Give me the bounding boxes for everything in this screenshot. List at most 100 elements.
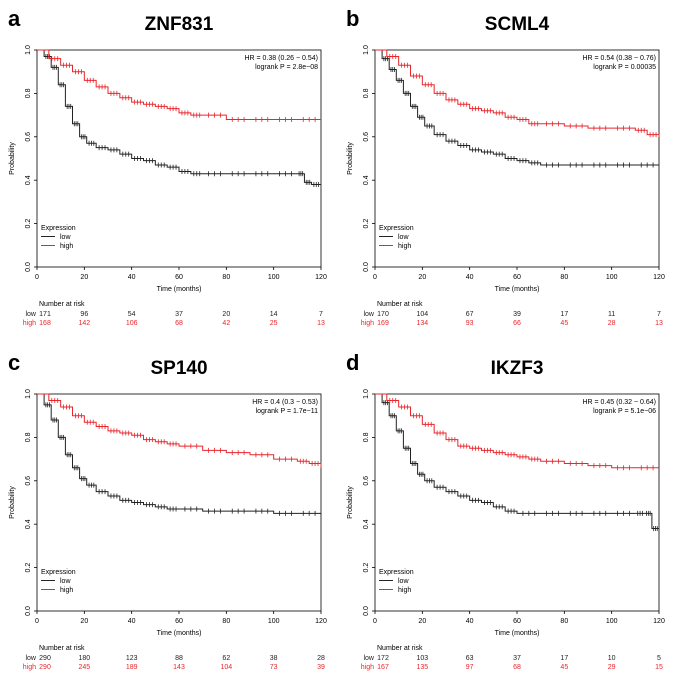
x-tick-label: 60 <box>175 274 183 281</box>
legend-title: Expression <box>41 225 76 232</box>
risk-table-header: Number at risk <box>377 645 423 652</box>
risk-row-label-low: low <box>363 655 374 662</box>
risk-count-high: 106 <box>126 320 138 327</box>
risk-count-high: 143 <box>173 664 185 671</box>
risk-count-high: 290 <box>39 664 51 671</box>
km-chart-b: b SCML4 0.0 0.2 0.4 0.6 0.8 1.0 0 20 40 60 80 100 120 T… <box>346 6 665 327</box>
km-curve-high <box>37 393 322 468</box>
km-chart-c: c SP140 0.0 0.2 0.4 0.6 0.8 1.0 0 20 40 60 80 100 120 T… <box>8 350 327 671</box>
y-tick-label: 0.0 <box>25 262 32 272</box>
gene-title: SP140 <box>150 358 207 379</box>
x-tick-label: 80 <box>222 274 230 281</box>
risk-table-header: Number at risk <box>377 301 423 308</box>
x-tick-label: 0 <box>35 274 39 281</box>
risk-count-low: 290 <box>39 655 51 662</box>
y-tick-label: 0.4 <box>363 175 370 185</box>
risk-count-high: 142 <box>78 320 90 327</box>
legend-label-high: high <box>398 587 411 594</box>
y-tick-label: 0.6 <box>363 476 370 486</box>
risk-count-low: 17 <box>560 311 568 318</box>
plot-frame <box>374 393 660 612</box>
x-tick-label: 40 <box>128 274 136 281</box>
km-curve-low <box>37 393 322 516</box>
x-tick-label: 120 <box>315 274 327 281</box>
hazard-ratio-text: HR = 0.4 (0.3 − 0.53) <box>252 399 318 406</box>
y-tick-label: 1.0 <box>363 389 370 399</box>
x-tick-label: 60 <box>513 274 521 281</box>
y-axis-label: Probability <box>9 486 16 519</box>
risk-count-low: 103 <box>416 655 428 662</box>
risk-count-low: 7 <box>319 311 323 318</box>
risk-count-low: 123 <box>126 655 138 662</box>
y-tick-label: 0.0 <box>25 606 32 616</box>
risk-count-low: 172 <box>377 655 389 662</box>
risk-count-low: 37 <box>513 655 521 662</box>
legend-title: Expression <box>41 569 76 576</box>
x-tick-label: 100 <box>606 618 618 625</box>
risk-count-high: 245 <box>78 664 90 671</box>
y-axis-label: Probability <box>347 142 354 175</box>
x-axis-label: Time (months) <box>157 630 202 637</box>
y-tick-label: 0.4 <box>25 175 32 185</box>
risk-count-high: 135 <box>416 664 428 671</box>
x-tick-label: 40 <box>128 618 136 625</box>
risk-count-high: 29 <box>608 664 616 671</box>
x-axis-label: Time (months) <box>495 286 540 293</box>
x-tick-label: 80 <box>560 274 568 281</box>
x-axis-label: Time (months) <box>157 286 202 293</box>
risk-count-high: 45 <box>560 320 568 327</box>
risk-count-low: 39 <box>513 311 521 318</box>
y-tick-label: 0.8 <box>363 432 370 442</box>
panel-a: a ZNF831 0.0 0.2 0.4 0.6 0.8 1.0 0 20 40 60 80 100 120… <box>0 0 337 344</box>
x-tick-label: 80 <box>560 618 568 625</box>
y-tick-label: 0.4 <box>25 519 32 529</box>
risk-count-low: 54 <box>128 311 136 318</box>
panel-c: c SP140 0.0 0.2 0.4 0.6 0.8 1.0 0 20 40 60 80 100 120 T… <box>0 344 337 688</box>
x-tick-label: 0 <box>35 618 39 625</box>
x-tick-label: 120 <box>315 618 327 625</box>
risk-count-high: 104 <box>220 664 232 671</box>
y-tick-label: 0.6 <box>25 476 32 486</box>
risk-count-low: 7 <box>657 311 661 318</box>
risk-count-high: 167 <box>377 664 389 671</box>
legend-label-high: high <box>60 587 73 594</box>
x-tick-label: 100 <box>268 274 280 281</box>
x-tick-label: 20 <box>80 618 88 625</box>
panel-b: b SCML4 0.0 0.2 0.4 0.6 0.8 1.0 0 20 40 60 80 100 120 T… <box>338 0 675 344</box>
panel-letter: b <box>346 6 359 31</box>
risk-count-high: 45 <box>560 664 568 671</box>
x-tick-label: 100 <box>268 618 280 625</box>
risk-count-high: 169 <box>377 320 389 327</box>
risk-count-low: 37 <box>175 311 183 318</box>
risk-row-label-low: low <box>25 311 36 318</box>
risk-count-high: 28 <box>608 320 616 327</box>
legend-label-high: high <box>60 243 73 250</box>
km-curve-high <box>375 393 659 469</box>
risk-count-high: 13 <box>317 320 325 327</box>
y-tick-label: 0.2 <box>25 563 32 573</box>
risk-count-high: 68 <box>175 320 183 327</box>
logrank-p-text: logrank P = 1.7e−11 <box>256 408 319 415</box>
risk-count-high: 68 <box>513 664 521 671</box>
x-tick-label: 0 <box>373 274 377 281</box>
x-axis-label: Time (months) <box>495 630 540 637</box>
y-tick-label: 0.6 <box>363 132 370 142</box>
risk-count-low: 38 <box>270 655 278 662</box>
km-chart-d: d IKZF3 0.0 0.2 0.4 0.6 0.8 1.0 0 20 40 60 80 100 120 T… <box>346 350 665 671</box>
gene-title: IKZF3 <box>491 358 544 379</box>
risk-count-high: 15 <box>655 664 663 671</box>
km-curve-low <box>37 49 321 186</box>
y-tick-label: 0.8 <box>25 88 32 98</box>
x-tick-label: 40 <box>466 618 474 625</box>
risk-count-high: 25 <box>270 320 278 327</box>
risk-count-low: 14 <box>270 311 278 318</box>
risk-row-label-high: high <box>23 320 36 327</box>
panel-letter: a <box>8 6 21 31</box>
legend-label-low: low <box>398 578 409 585</box>
y-tick-label: 0.8 <box>25 432 32 442</box>
risk-count-low: 104 <box>416 311 428 318</box>
y-tick-label: 1.0 <box>25 389 32 399</box>
y-tick-label: 0.6 <box>25 132 32 142</box>
legend-title: Expression <box>379 569 414 576</box>
legend-label-low: low <box>398 234 409 241</box>
